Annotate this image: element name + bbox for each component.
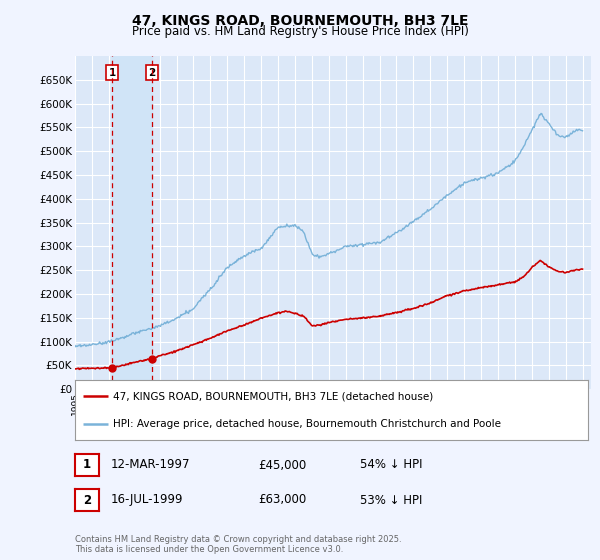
Text: 2: 2: [83, 493, 91, 506]
Text: Price paid vs. HM Land Registry's House Price Index (HPI): Price paid vs. HM Land Registry's House …: [131, 25, 469, 38]
Text: 2: 2: [148, 68, 155, 78]
Text: 12-MAR-1997: 12-MAR-1997: [111, 459, 191, 472]
Text: 53% ↓ HPI: 53% ↓ HPI: [360, 493, 422, 506]
Bar: [112, 56, 152, 389]
Text: HPI: Average price, detached house, Bournemouth Christchurch and Poole: HPI: Average price, detached house, Bour…: [113, 419, 502, 429]
Text: 16-JUL-1999: 16-JUL-1999: [111, 493, 184, 506]
Text: 47, KINGS ROAD, BOURNEMOUTH, BH3 7LE: 47, KINGS ROAD, BOURNEMOUTH, BH3 7LE: [132, 14, 468, 28]
Text: £63,000: £63,000: [258, 493, 306, 506]
Text: Contains HM Land Registry data © Crown copyright and database right 2025.
This d: Contains HM Land Registry data © Crown c…: [75, 535, 401, 554]
Text: 54% ↓ HPI: 54% ↓ HPI: [360, 459, 422, 472]
Text: £45,000: £45,000: [258, 459, 306, 472]
Text: 47, KINGS ROAD, BOURNEMOUTH, BH3 7LE (detached house): 47, KINGS ROAD, BOURNEMOUTH, BH3 7LE (de…: [113, 391, 434, 401]
Text: 1: 1: [109, 68, 116, 78]
Text: 1: 1: [83, 459, 91, 472]
